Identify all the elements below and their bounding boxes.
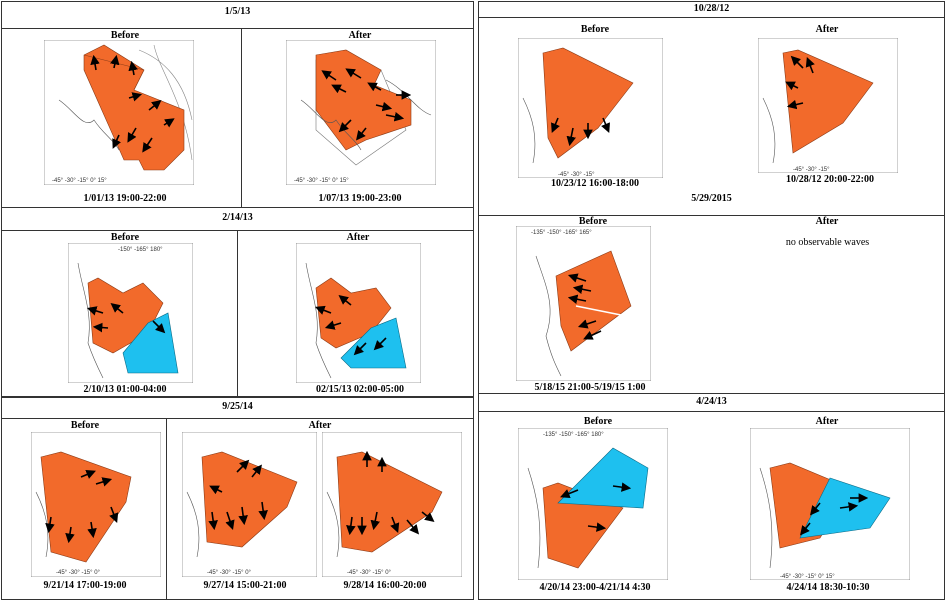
map-caption: 9/28/14 16:00-20:00 xyxy=(343,580,427,591)
map-caption: 2/10/13 01:00-04:00 xyxy=(83,384,167,395)
svg-text:-45° -30° -15° 0° 15°: -45° -30° -15° 0° 15° xyxy=(52,178,107,184)
panel-date: 2/14/13 xyxy=(222,212,253,223)
svg-text:-45° -30° -15°: -45° -30° -15° xyxy=(558,172,595,178)
svg-text:-45° -30° -15° 0° 15°: -45° -30° -15° 0° 15° xyxy=(780,574,835,580)
panel-date: 1/5/13 xyxy=(224,6,251,17)
after-label: After xyxy=(346,232,370,243)
after-label: After xyxy=(815,416,839,427)
panel-date: 5/29/2015 xyxy=(691,193,732,204)
map-r1-before: -45° -30° -15° xyxy=(518,38,663,178)
map-l3-before: -45° -30° -15° 0° xyxy=(31,432,161,577)
before-label: Before xyxy=(580,24,610,35)
before-label: Before xyxy=(578,216,608,227)
map-l3-after-2: -45° -30° -15° 0° xyxy=(322,432,462,577)
map-l1-before: -45° -30° -15° 0° 15° xyxy=(44,40,194,185)
before-label: Before xyxy=(110,30,140,41)
svg-text:-45° -30° -15°: -45° -30° -15° xyxy=(793,167,830,173)
after-label: After xyxy=(815,24,839,35)
map-r1-after: -45° -30° -15° xyxy=(758,38,898,173)
map-r3-after: -45° -30° -15° 0° 15° xyxy=(750,428,910,580)
panel-date: 9/25/14 xyxy=(222,401,253,412)
panel-date: 10/28/12 xyxy=(693,3,730,14)
map-l2-before: -150° -165° 180° xyxy=(68,243,193,383)
after-label: After xyxy=(308,420,332,431)
svg-text:-135° -150° -165° 180°: -135° -150° -165° 180° xyxy=(543,432,604,438)
map-caption: 10/23/12 16:00-18:00 xyxy=(550,178,640,189)
svg-text:-45° -30° -15° 0°: -45° -30° -15° 0° xyxy=(347,570,392,576)
panel-10-28-12-divider xyxy=(478,17,945,18)
no-waves-note: no observable waves xyxy=(785,237,870,248)
after-label: After xyxy=(348,30,372,41)
map-caption: 9/27/14 15:00-21:00 xyxy=(203,580,287,591)
map-caption: 1/01/13 19:00-22:00 xyxy=(83,193,167,204)
map-caption: 02/15/13 02:00-05:00 xyxy=(315,384,405,395)
panel-2-14-13-vdivider xyxy=(237,230,238,397)
before-label: Before xyxy=(110,232,140,243)
panel-9-25-14-divider xyxy=(1,418,474,419)
map-r3-before: -135° -150° -165° 180° xyxy=(518,428,668,580)
after-label: After xyxy=(815,216,839,227)
map-caption: 9/21/14 17:00-19:00 xyxy=(43,580,127,591)
svg-text:-150° -165° 180°: -150° -165° 180° xyxy=(118,247,163,253)
panel-date: 4/24/13 xyxy=(696,396,727,407)
svg-text:-45° -30° -15° 0°: -45° -30° -15° 0° xyxy=(56,570,101,576)
svg-text:-45° -30° -15° 0°: -45° -30° -15° 0° xyxy=(207,570,252,576)
svg-text:-135° -150° -165° 165°: -135° -150° -165° 165° xyxy=(531,230,592,236)
before-label: Before xyxy=(70,420,100,431)
before-label: Before xyxy=(583,416,613,427)
panel-1-5-13-vdivider xyxy=(241,28,242,208)
panel-1-5-13-divider xyxy=(1,28,474,29)
map-l2-after xyxy=(296,243,421,383)
map-r2-before: -135° -150° -165° 165° xyxy=(516,226,651,381)
panel-4-24-13-divider xyxy=(478,411,945,412)
map-caption: 1/07/13 19:00-23:00 xyxy=(318,193,402,204)
panel-9-25-14-vdivider xyxy=(166,418,167,600)
map-caption: 5/18/15 21:00-5/19/15 1:00 xyxy=(534,382,646,393)
map-caption: 4/20/14 23:00-4/21/14 4:30 xyxy=(539,582,651,593)
map-l3-after-1: -45° -30° -15° 0° xyxy=(182,432,317,577)
svg-text:-45° -30° -15° 0° 15°: -45° -30° -15° 0° 15° xyxy=(294,178,349,184)
map-caption: 10/28/12 20:00-22:00 xyxy=(785,174,875,185)
map-caption: 4/24/14 18:30-10:30 xyxy=(786,582,870,593)
map-l1-after: -45° -30° -15° 0° 15° xyxy=(286,40,436,185)
